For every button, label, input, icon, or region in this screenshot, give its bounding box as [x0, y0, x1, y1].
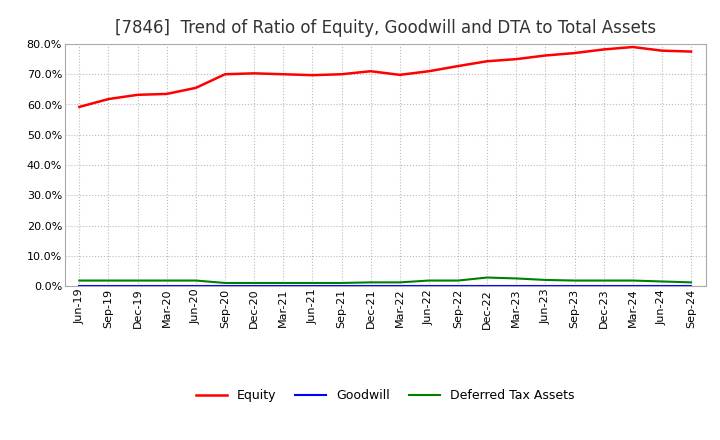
Goodwill [629, 283, 637, 289]
Equity [220, 72, 229, 77]
Equity [541, 53, 550, 58]
Deferred Tax Assets [308, 280, 317, 286]
Deferred Tax Assets [629, 278, 637, 283]
Goodwill [308, 283, 317, 289]
Deferred Tax Assets [104, 278, 113, 283]
Goodwill [366, 283, 375, 289]
Title: [7846]  Trend of Ratio of Equity, Goodwill and DTA to Total Assets: [7846] Trend of Ratio of Equity, Goodwil… [114, 19, 656, 37]
Deferred Tax Assets [657, 279, 666, 284]
Deferred Tax Assets [599, 278, 608, 283]
Equity [75, 104, 84, 110]
Goodwill [133, 283, 142, 289]
Equity [192, 85, 200, 91]
Goodwill [541, 283, 550, 289]
Equity [163, 91, 171, 96]
Deferred Tax Assets [425, 278, 433, 283]
Goodwill [192, 283, 200, 289]
Deferred Tax Assets [512, 276, 521, 281]
Deferred Tax Assets [163, 278, 171, 283]
Equity [104, 96, 113, 102]
Goodwill [220, 283, 229, 289]
Equity [425, 69, 433, 74]
Deferred Tax Assets [570, 278, 579, 283]
Deferred Tax Assets [192, 278, 200, 283]
Equity [483, 59, 492, 64]
Deferred Tax Assets [279, 280, 287, 286]
Equity [337, 72, 346, 77]
Deferred Tax Assets [75, 278, 84, 283]
Goodwill [454, 283, 462, 289]
Equity [395, 72, 404, 77]
Equity [133, 92, 142, 97]
Equity [629, 44, 637, 50]
Goodwill [395, 283, 404, 289]
Equity [512, 56, 521, 62]
Equity [599, 47, 608, 52]
Equity [366, 69, 375, 74]
Deferred Tax Assets [395, 280, 404, 285]
Deferred Tax Assets [337, 280, 346, 286]
Equity [279, 72, 287, 77]
Goodwill [657, 283, 666, 289]
Goodwill [104, 283, 113, 289]
Deferred Tax Assets [220, 280, 229, 286]
Equity [308, 73, 317, 78]
Deferred Tax Assets [250, 280, 258, 286]
Line: Deferred Tax Assets: Deferred Tax Assets [79, 278, 691, 283]
Deferred Tax Assets [687, 280, 696, 285]
Goodwill [687, 283, 696, 289]
Goodwill [512, 283, 521, 289]
Deferred Tax Assets [541, 277, 550, 282]
Goodwill [599, 283, 608, 289]
Equity [250, 71, 258, 76]
Goodwill [425, 283, 433, 289]
Equity [570, 51, 579, 56]
Deferred Tax Assets [454, 278, 462, 283]
Deferred Tax Assets [483, 275, 492, 280]
Goodwill [250, 283, 258, 289]
Goodwill [570, 283, 579, 289]
Equity [454, 63, 462, 69]
Legend: Equity, Goodwill, Deferred Tax Assets: Equity, Goodwill, Deferred Tax Assets [191, 384, 580, 407]
Deferred Tax Assets [133, 278, 142, 283]
Equity [657, 48, 666, 53]
Equity [687, 49, 696, 54]
Goodwill [163, 283, 171, 289]
Deferred Tax Assets [366, 280, 375, 285]
Goodwill [75, 283, 84, 289]
Goodwill [337, 283, 346, 289]
Goodwill [483, 283, 492, 289]
Line: Equity: Equity [79, 47, 691, 107]
Goodwill [279, 283, 287, 289]
